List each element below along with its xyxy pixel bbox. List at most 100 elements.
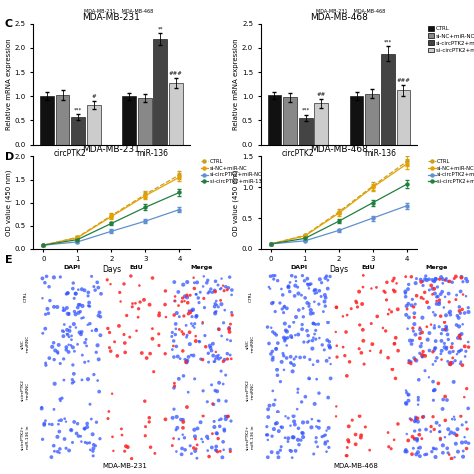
Point [285, 283, 292, 291]
Point [429, 378, 437, 385]
Point [71, 294, 78, 302]
Point [461, 353, 469, 360]
Point [72, 290, 80, 297]
Point [311, 330, 319, 338]
Point [408, 450, 416, 458]
Point [210, 423, 218, 431]
Point [438, 337, 445, 345]
Point [439, 405, 447, 413]
Point [441, 326, 449, 334]
Point [213, 430, 221, 438]
Point [409, 324, 417, 332]
Point [298, 429, 306, 437]
Point [352, 440, 359, 448]
Point [146, 418, 153, 426]
Point [55, 420, 62, 428]
Point [264, 413, 272, 421]
Text: **: ** [157, 27, 163, 31]
Point [412, 451, 420, 458]
Point [327, 360, 335, 368]
Point [430, 285, 438, 292]
Point [90, 452, 97, 460]
Point [128, 303, 136, 310]
Point [456, 310, 464, 317]
Point [221, 356, 228, 364]
Point [423, 323, 431, 330]
Point [41, 420, 48, 428]
Point [200, 273, 208, 280]
Point [75, 301, 82, 309]
Point [443, 445, 451, 452]
Point [103, 276, 111, 283]
Point [94, 377, 101, 384]
Point [418, 294, 425, 301]
Point [457, 412, 465, 420]
Bar [55, 95, 69, 145]
Point [433, 297, 440, 305]
Point [465, 405, 472, 412]
Point [118, 425, 125, 433]
Text: EdU: EdU [130, 265, 144, 270]
Point [228, 291, 236, 299]
Point [267, 324, 275, 331]
Point [448, 415, 456, 423]
Point [215, 379, 223, 387]
Point [78, 285, 86, 293]
Point [294, 385, 302, 393]
Point [285, 283, 292, 290]
Point [410, 445, 417, 452]
Point [410, 354, 418, 362]
Point [197, 289, 204, 296]
Point [405, 397, 412, 404]
Point [295, 306, 302, 314]
Point [120, 280, 128, 288]
Point [89, 447, 97, 455]
Point [149, 325, 156, 332]
Point [199, 438, 207, 446]
Point [323, 272, 330, 280]
Point [409, 296, 416, 303]
Point [192, 291, 200, 298]
Point [348, 416, 356, 424]
Point [117, 298, 124, 305]
Bar [381, 54, 395, 145]
Point [180, 418, 187, 426]
Point [421, 352, 429, 360]
Point [298, 398, 305, 406]
Point [192, 312, 200, 319]
Point [446, 349, 454, 356]
Point [274, 339, 282, 347]
Point [116, 289, 124, 296]
Point [155, 330, 163, 338]
Point [402, 293, 410, 301]
Point [453, 350, 461, 358]
Point [79, 302, 86, 310]
Point [289, 367, 296, 375]
Point [321, 298, 328, 305]
Point [271, 329, 279, 337]
Point [438, 330, 445, 337]
Point [429, 291, 437, 298]
Point [226, 325, 233, 333]
Point [107, 347, 115, 355]
Text: DAPI: DAPI [290, 265, 307, 270]
Point [56, 360, 64, 367]
Point [274, 277, 282, 284]
Point [63, 290, 70, 298]
Point [210, 352, 217, 359]
Point [288, 454, 296, 462]
Point [193, 455, 201, 462]
Point [312, 438, 320, 446]
Point [458, 439, 466, 447]
Point [413, 437, 421, 445]
Point [333, 304, 340, 311]
Point [269, 328, 276, 336]
Point [368, 340, 376, 348]
Point [352, 298, 360, 305]
Point [419, 295, 427, 302]
Point [433, 419, 440, 427]
Point [401, 289, 409, 297]
Point [56, 395, 64, 403]
Point [455, 348, 463, 356]
Point [431, 321, 438, 329]
